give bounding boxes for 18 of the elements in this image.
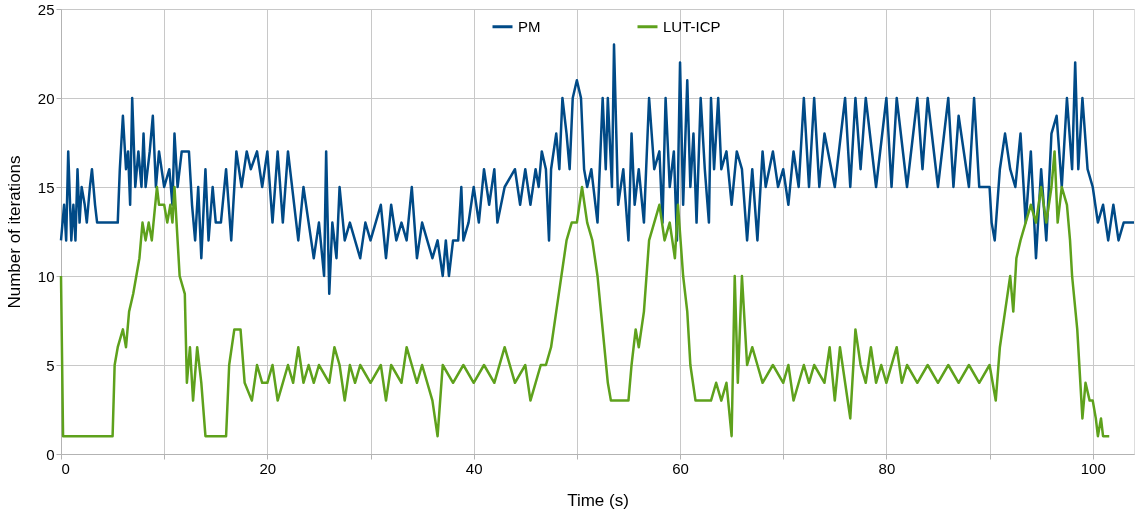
x-axis-title: Time (s)	[567, 490, 629, 510]
x-tick-label: 100	[1080, 459, 1106, 477]
y-tick-label: 10	[37, 267, 55, 285]
y-tick-label: 25	[37, 0, 55, 18]
y-tick-label: 5	[46, 356, 55, 374]
legend-label: LUT-ICP	[663, 17, 721, 35]
legend-label: PM	[518, 17, 541, 35]
line-series	[59, 150, 1111, 438]
x-tick-label: 60	[672, 459, 689, 477]
y-tick-label: 15	[37, 178, 55, 196]
y-tick-label: 20	[37, 89, 55, 107]
x-tick-label: 80	[878, 459, 896, 477]
x-tick-label: 20	[259, 459, 277, 477]
x-tick-label: 0	[61, 459, 70, 477]
line-series	[59, 43, 1136, 296]
x-tick-label: 40	[465, 459, 483, 477]
y-axis-title: Number of iterations	[4, 155, 24, 309]
y-tick-label: 0	[46, 445, 55, 463]
